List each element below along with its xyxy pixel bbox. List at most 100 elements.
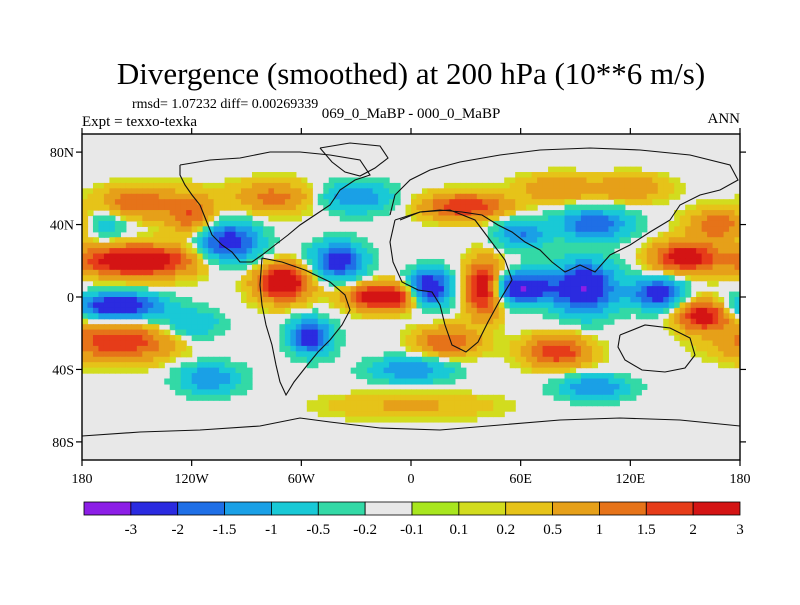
heatmap-cell	[465, 313, 472, 320]
heatmap-cell	[109, 253, 116, 260]
heatmap-cell	[652, 291, 659, 298]
heatmap-cell	[208, 242, 215, 249]
heatmap-cell	[575, 307, 582, 314]
heatmap-cell	[367, 258, 374, 265]
heatmap-cell	[685, 258, 692, 265]
heatmap-cell	[372, 286, 379, 293]
heatmap-cell	[213, 367, 220, 374]
heatmap-cell	[696, 226, 703, 233]
heatmap-cell	[153, 318, 160, 325]
heatmap-cell	[564, 231, 571, 238]
heatmap-cell	[657, 231, 664, 238]
heatmap-cell	[493, 275, 500, 282]
heatmap-cell	[317, 253, 324, 260]
heatmap-cell	[734, 264, 740, 271]
heatmap-cell	[400, 340, 407, 347]
heatmap-cell	[570, 400, 577, 407]
heatmap-cell	[674, 291, 681, 298]
heatmap-cell	[98, 220, 105, 227]
heatmap-cell	[411, 362, 418, 369]
heatmap-cell	[147, 335, 154, 342]
heatmap-cell	[559, 367, 566, 374]
heatmap-cell	[251, 220, 259, 227]
heatmap-cell	[723, 307, 730, 314]
heatmap-cell	[690, 351, 697, 358]
heatmap-cell	[378, 400, 385, 407]
heatmap-cell	[542, 302, 549, 309]
heatmap-cell	[219, 313, 226, 320]
heatmap-cell	[432, 204, 440, 211]
heatmap-cell	[92, 291, 100, 298]
heatmap-cell	[334, 280, 341, 287]
heatmap-cell	[575, 242, 582, 249]
heatmap-cell	[120, 302, 127, 309]
heatmap-cell	[158, 258, 165, 265]
heatmap-cell	[367, 177, 374, 184]
heatmap-cell	[191, 248, 198, 255]
heatmap-cell	[136, 367, 143, 374]
heatmap-cell	[361, 177, 368, 184]
heatmap-cell	[219, 394, 226, 401]
heatmap-cell	[465, 275, 472, 282]
heatmap-cell	[652, 237, 659, 244]
heatmap-cell	[443, 351, 450, 358]
heatmap-cell	[476, 302, 483, 309]
heatmap-cell	[246, 367, 253, 374]
heatmap-cell	[180, 345, 187, 352]
heatmap-cell	[208, 258, 215, 265]
heatmap-cell	[142, 297, 149, 304]
heatmap-cell	[186, 220, 193, 227]
heatmap-cell	[548, 199, 555, 206]
heatmap-cell	[197, 242, 204, 249]
heatmap-cell	[153, 177, 160, 184]
heatmap-cell	[531, 286, 538, 293]
heatmap-cell	[586, 269, 593, 276]
heatmap-cell	[487, 351, 494, 358]
heatmap-cell	[180, 193, 187, 200]
heatmap-cell	[723, 329, 730, 336]
heatmap-cell	[460, 264, 467, 271]
heatmap-cell	[526, 264, 533, 271]
heatmap-cell	[613, 193, 620, 200]
heatmap-cell	[718, 335, 725, 342]
heatmap-cell	[476, 248, 483, 255]
heatmap-cell	[537, 280, 544, 287]
heatmap-cell	[460, 351, 467, 358]
heatmap-cell	[515, 248, 522, 255]
heatmap-cell	[624, 193, 631, 200]
heatmap-cell	[208, 226, 215, 233]
heatmap-cell	[493, 405, 500, 412]
heatmap-cell	[400, 362, 407, 369]
heatmap-cell	[246, 291, 253, 298]
heatmap-cell	[114, 193, 121, 200]
heatmap-cell	[136, 220, 143, 227]
heatmap-cell	[400, 378, 407, 385]
heatmap-cell	[432, 302, 440, 309]
heatmap-cell	[180, 226, 187, 233]
heatmap-cell	[191, 253, 198, 260]
heatmap-cell	[624, 215, 631, 222]
heatmap-cell	[449, 182, 456, 189]
heatmap-cell	[306, 302, 313, 309]
heatmap-cell	[339, 182, 346, 189]
heatmap-cell	[493, 264, 500, 271]
heatmap-cell	[668, 237, 675, 244]
heatmap-cell	[186, 275, 193, 282]
heatmap-cell	[268, 226, 275, 233]
heatmap-cell	[465, 248, 472, 255]
heatmap-cell	[235, 237, 242, 244]
heatmap-cell	[350, 215, 357, 222]
heatmap-cell	[570, 318, 577, 325]
heatmap-cell	[235, 193, 242, 200]
heatmap-cell	[317, 199, 324, 206]
heatmap-cell	[432, 269, 440, 276]
heatmap-cell	[213, 210, 220, 217]
heatmap-cell	[361, 258, 368, 265]
heatmap-cell	[476, 329, 483, 336]
heatmap-cell	[82, 367, 89, 374]
heatmap-cell	[356, 264, 363, 271]
heatmap-cell	[718, 210, 725, 217]
heatmap-cell	[114, 297, 121, 304]
heatmap-cell	[328, 302, 335, 309]
heatmap-cell	[580, 373, 588, 380]
